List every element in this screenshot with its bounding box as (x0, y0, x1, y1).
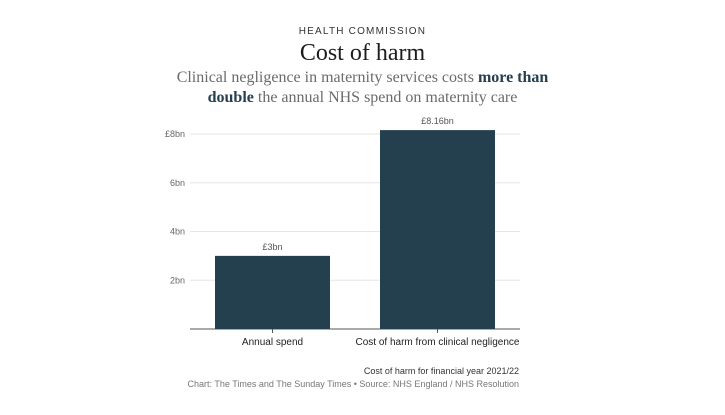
subtitle-emphasis-2: double (207, 89, 254, 106)
y-tick-label: £8bn (165, 129, 185, 139)
bar (215, 255, 330, 329)
y-tick-label: 2bn (170, 275, 185, 285)
chart-note: Cost of harm for financial year 2021/22 (363, 366, 519, 376)
bar (380, 130, 495, 329)
subtitle-emphasis-1: more than (477, 69, 549, 86)
chart-source: Chart: The Times and The Sunday Times • … (187, 379, 519, 389)
subtitle-part-1: Clinical negligence in maternity service… (176, 69, 478, 86)
subtitle-part-2: the annual NHS spend on maternity care (253, 89, 518, 106)
chart-subtitle: Clinical negligence in maternity service… (160, 68, 565, 108)
bar-chart: 2bn 4bn 6bn £8bn £3bn Annual spend £8.16bn Cost… (165, 116, 520, 348)
x-category-label: Cost of harm from clinical negligence (356, 337, 520, 348)
y-tick-label: 4bn (170, 227, 185, 237)
chart-kicker: HEALTH COMMISSION (298, 26, 427, 37)
y-tick-label: 6bn (170, 178, 185, 188)
bar-value-label: £8.16bn (421, 116, 454, 126)
bar-value-label: £3bn (262, 242, 282, 252)
x-category-label: Annual spend (242, 337, 303, 348)
chart-title: Cost of harm (299, 40, 426, 66)
